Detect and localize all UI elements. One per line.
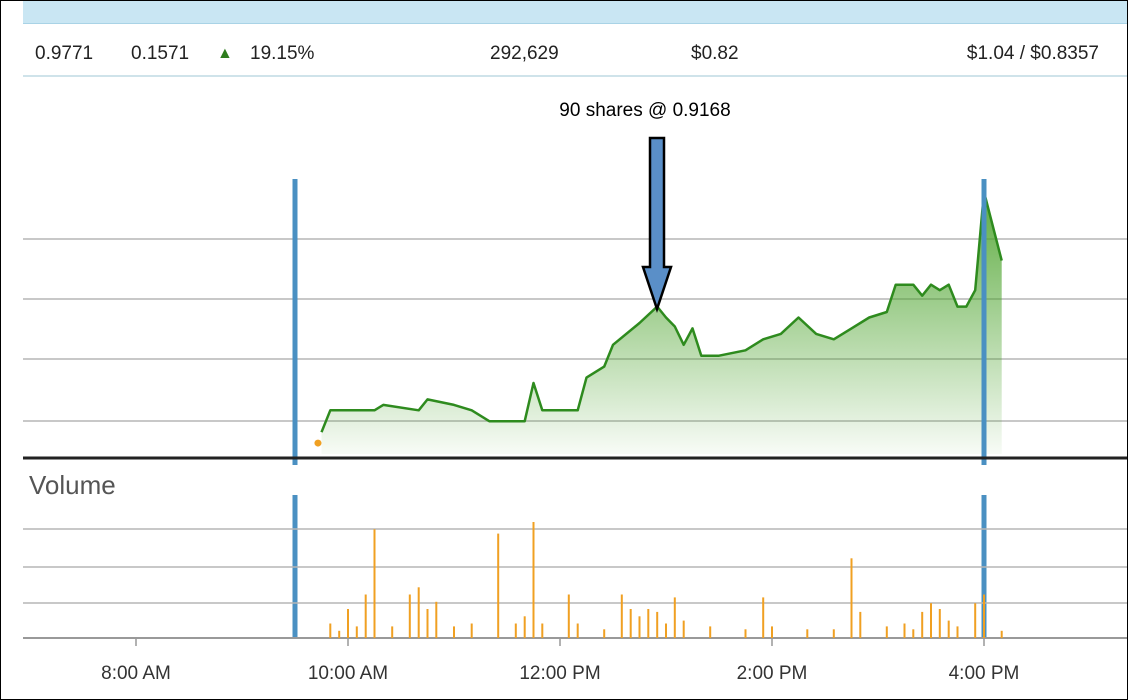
price-volume-chart: Volume 8:00 AM 10:00 AM 12:00 PM 2:00 PM 4:0… [23, 100, 1127, 684]
volume-bar [859, 611, 862, 638]
volume-bar [806, 629, 809, 638]
volume-bar [974, 603, 977, 638]
volume-bar [497, 533, 500, 638]
volume-bar [771, 626, 773, 638]
volume-bar [930, 603, 932, 638]
volume-bar [638, 616, 641, 639]
volume-bar [656, 611, 659, 638]
volume-bar [744, 629, 747, 638]
volume-bar [682, 620, 685, 638]
volume-bar [647, 609, 650, 638]
volume-bar [532, 522, 535, 638]
trade-annotation: 90 shares @ 0.9168 [559, 100, 731, 313]
volume-bar [673, 597, 676, 638]
volume-bar [665, 623, 667, 638]
volume-bar [947, 620, 950, 638]
price-change: 0.1571 [131, 43, 190, 64]
volume-bar [417, 587, 420, 639]
x-tick-label: 12:00 PM [519, 663, 600, 684]
volume-bar [355, 626, 358, 638]
volume-bar [603, 629, 606, 638]
x-tick-label: 10:00 AM [308, 663, 388, 684]
volume-bar [567, 594, 570, 638]
volume-bar [470, 623, 473, 638]
volume-bars [329, 522, 1003, 639]
volume-bar [938, 609, 941, 638]
quote-summary-row: 0.9771 0.1571 ▲ 19.15% 292,629 $0.82 $1.… [23, 31, 1127, 77]
volume-bar [347, 609, 349, 638]
volume-bar [435, 601, 438, 639]
volume-bar [523, 616, 526, 639]
volume-bar [912, 629, 915, 638]
volume-panel-title: Volume [29, 470, 116, 500]
volume-bar [762, 597, 765, 638]
annotation-label: 90 shares @ 0.9168 [559, 100, 730, 121]
x-axis-ticks: 8:00 AM 10:00 AM 12:00 PM 2:00 PM 4:00 PM [101, 638, 1019, 684]
volume-bar [832, 629, 835, 638]
volume-bar [956, 626, 959, 638]
open-price: $0.82 [691, 43, 739, 64]
volume-bar [576, 623, 579, 638]
volume-bar [1000, 630, 1003, 639]
volume-bar [364, 594, 367, 638]
volume-bar [885, 626, 888, 638]
volume-gridlines [23, 528, 1127, 639]
volume-bar [391, 626, 394, 638]
volume-bar [629, 609, 632, 638]
volume-bar [373, 529, 376, 639]
volume-bar [709, 626, 712, 638]
trade-dot [314, 439, 322, 447]
volume-bar [850, 558, 853, 639]
total-volume: 292,629 [490, 43, 559, 64]
volume-bar [329, 623, 332, 638]
volume-bar [408, 594, 411, 638]
volume-bar [426, 609, 429, 638]
volume-bar [453, 626, 455, 638]
day-range: $1.04 / $0.8357 [966, 43, 1099, 64]
up-triangle-icon: ▲ [217, 45, 233, 62]
price-line [320, 190, 1003, 433]
header-band [23, 1, 1127, 24]
volume-bar [983, 594, 985, 638]
last-price: 0.9771 [35, 43, 94, 64]
volume-bar [620, 594, 623, 638]
price-change-percent: 19.15% [250, 43, 315, 64]
x-tick-label: 8:00 AM [101, 663, 171, 684]
x-tick-label: 2:00 PM [737, 663, 808, 684]
volume-bar [921, 611, 924, 638]
volume-bar [903, 623, 906, 638]
price-area-fill [321, 191, 1002, 454]
annotation-arrow-icon [641, 136, 673, 313]
volume-bar [514, 623, 517, 638]
volume-bar [338, 630, 341, 639]
x-tick-label: 4:00 PM [949, 663, 1020, 684]
volume-bar [541, 623, 544, 638]
